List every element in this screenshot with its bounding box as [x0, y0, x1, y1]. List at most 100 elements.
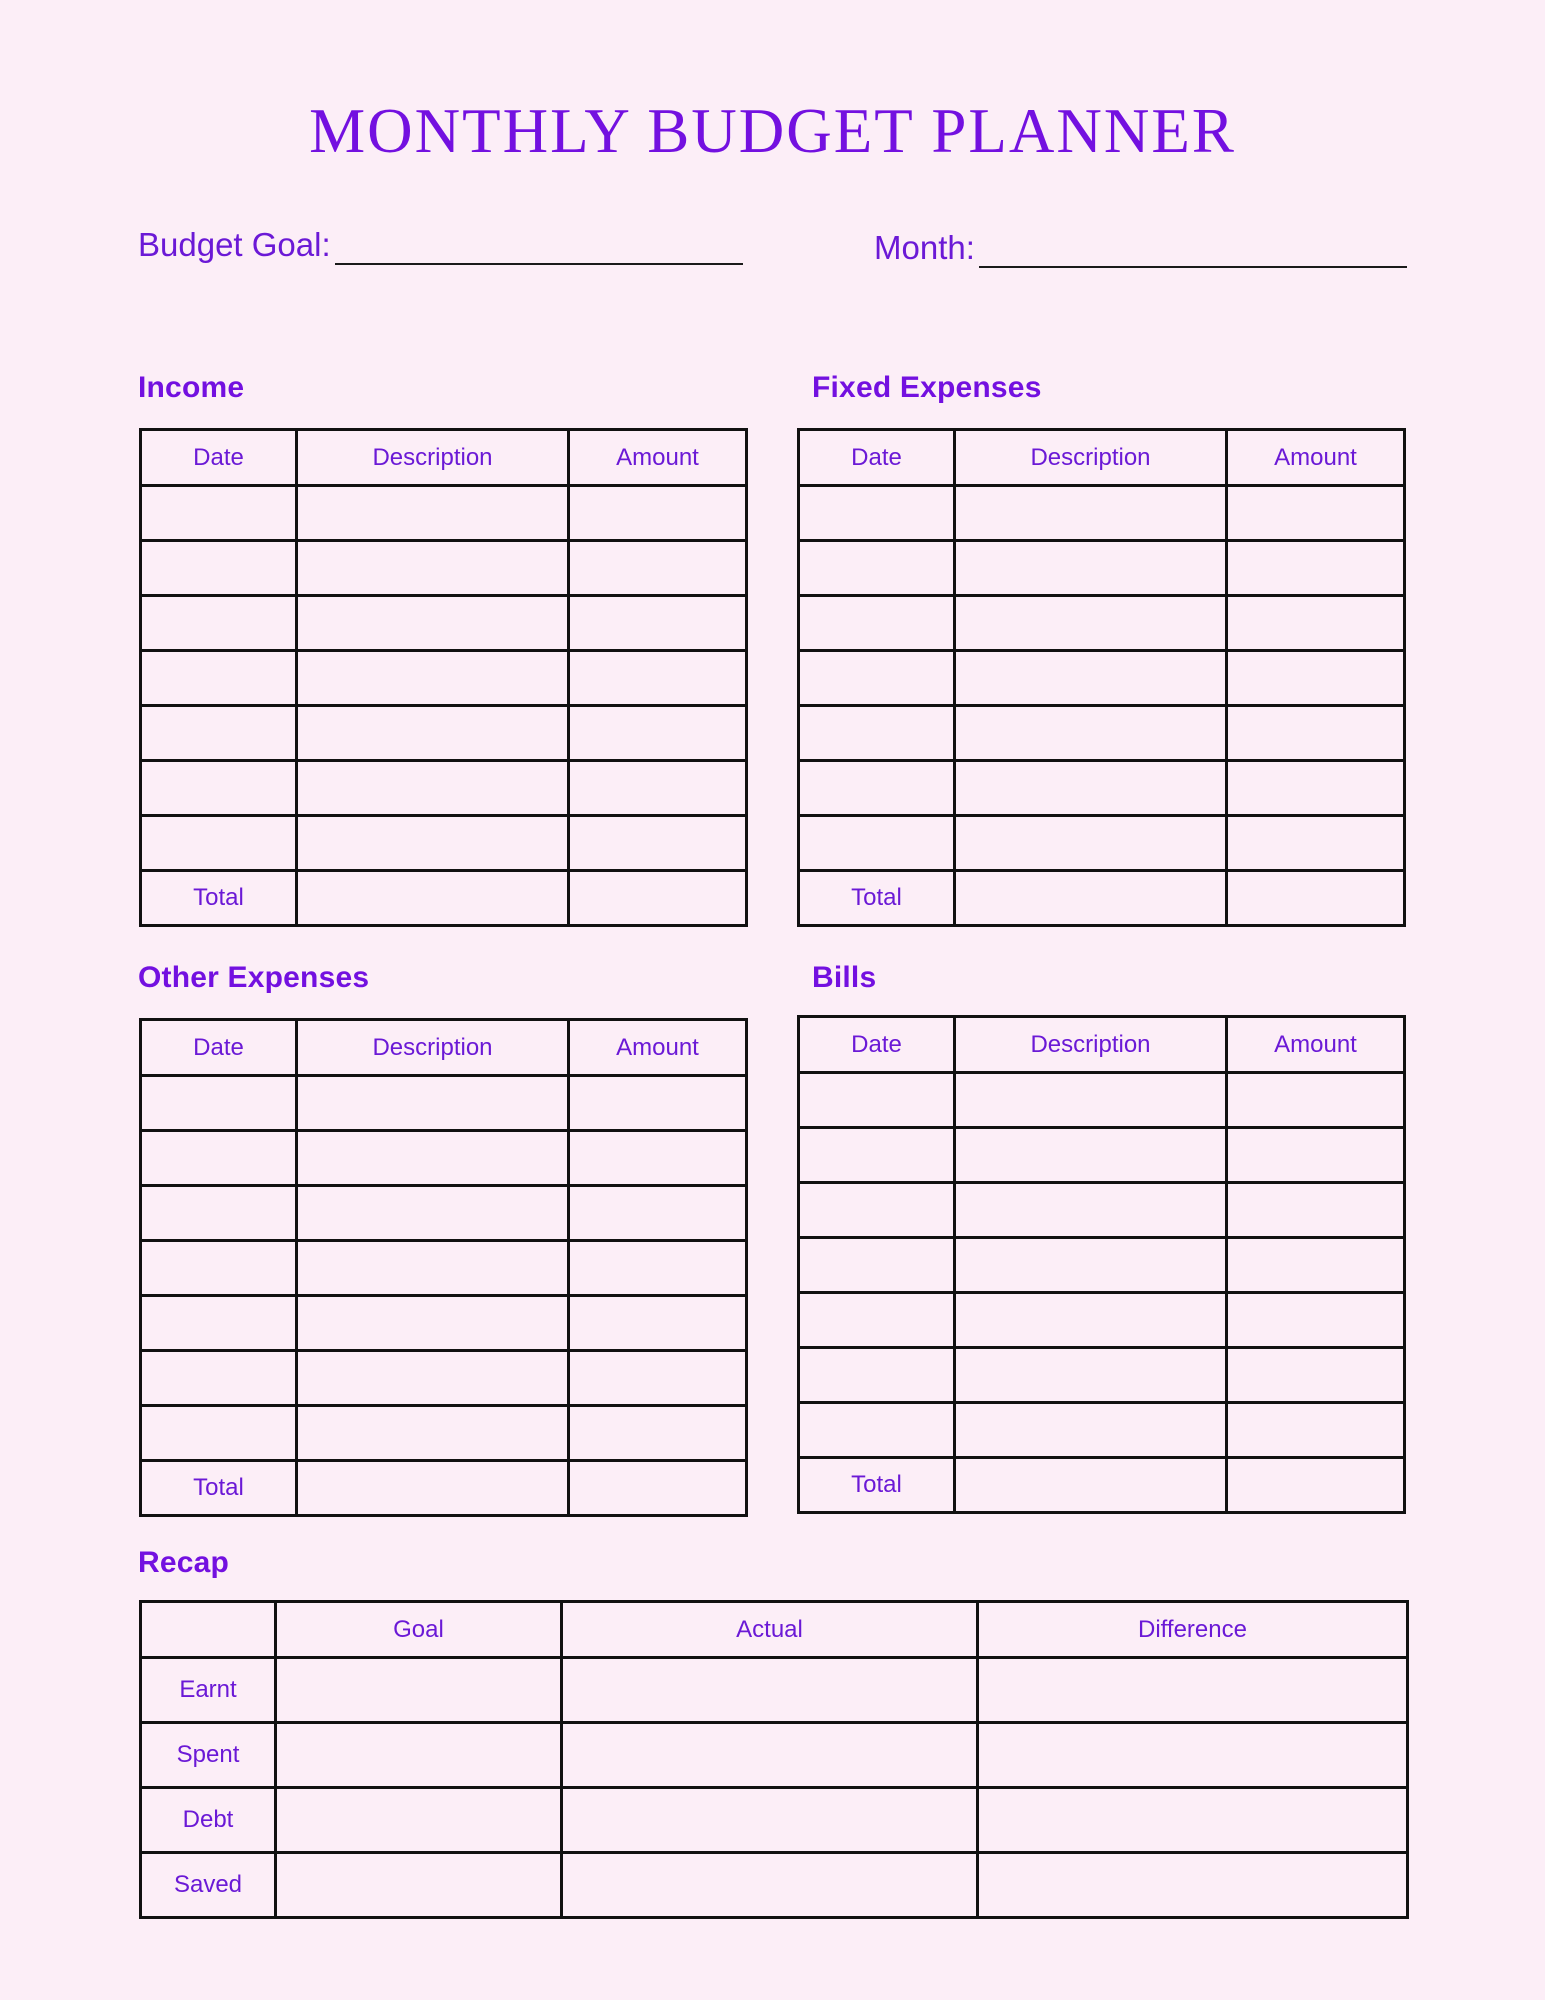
cell-income-amount-4[interactable] [567, 649, 748, 707]
cell-bills-total-description[interactable] [953, 1456, 1228, 1514]
recap-cell-saved-goal[interactable] [274, 1851, 563, 1919]
cell-bills-description-1[interactable] [953, 1071, 1228, 1129]
recap-cell-saved-difference[interactable] [976, 1851, 1409, 1919]
cell-fixed-expenses-description-3[interactable] [953, 594, 1228, 652]
cell-income-date-3[interactable] [139, 594, 298, 652]
cell-income-amount-6[interactable] [567, 759, 748, 817]
cell-fixed-expenses-amount-6[interactable] [1225, 759, 1406, 817]
cell-bills-date-7[interactable] [797, 1401, 956, 1459]
cell-other-expenses-amount-2[interactable] [567, 1129, 748, 1187]
recap-cell-spent-difference[interactable] [976, 1721, 1409, 1789]
cell-bills-amount-3[interactable] [1225, 1181, 1406, 1239]
cell-fixed-expenses-description-4[interactable] [953, 649, 1228, 707]
cell-income-description-1[interactable] [295, 484, 570, 542]
cell-income-amount-3[interactable] [567, 594, 748, 652]
cell-income-total-description[interactable] [295, 869, 570, 927]
cell-bills-date-5[interactable] [797, 1291, 956, 1349]
cell-other-expenses-date-7[interactable] [139, 1404, 298, 1462]
cell-other-expenses-date-1[interactable] [139, 1074, 298, 1132]
recap-cell-saved-actual[interactable] [560, 1851, 979, 1919]
cell-bills-description-7[interactable] [953, 1401, 1228, 1459]
cell-other-expenses-date-2[interactable] [139, 1129, 298, 1187]
cell-bills-description-4[interactable] [953, 1236, 1228, 1294]
cell-income-date-2[interactable] [139, 539, 298, 597]
cell-income-amount-2[interactable] [567, 539, 748, 597]
cell-income-date-4[interactable] [139, 649, 298, 707]
cell-fixed-expenses-description-7[interactable] [953, 814, 1228, 872]
recap-cell-earnt-goal[interactable] [274, 1656, 563, 1724]
cell-income-date-1[interactable] [139, 484, 298, 542]
cell-bills-amount-7[interactable] [1225, 1401, 1406, 1459]
cell-income-total-amount[interactable] [567, 869, 748, 927]
cell-fixed-expenses-date-5[interactable] [797, 704, 956, 762]
cell-bills-description-6[interactable] [953, 1346, 1228, 1404]
recap-cell-spent-goal[interactable] [274, 1721, 563, 1789]
cell-income-description-4[interactable] [295, 649, 570, 707]
cell-other-expenses-amount-7[interactable] [567, 1404, 748, 1462]
cell-income-amount-5[interactable] [567, 704, 748, 762]
cell-other-expenses-amount-5[interactable] [567, 1294, 748, 1352]
cell-fixed-expenses-date-7[interactable] [797, 814, 956, 872]
cell-income-description-3[interactable] [295, 594, 570, 652]
budget-goal-input-rule[interactable] [334, 263, 743, 265]
cell-fixed-expenses-amount-2[interactable] [1225, 539, 1406, 597]
cell-other-expenses-date-3[interactable] [139, 1184, 298, 1242]
budget-goal-field[interactable]: Budget Goal: [138, 228, 743, 265]
cell-other-expenses-description-5[interactable] [295, 1294, 570, 1352]
cell-income-description-2[interactable] [295, 539, 570, 597]
cell-bills-description-3[interactable] [953, 1181, 1228, 1239]
cell-other-expenses-amount-3[interactable] [567, 1184, 748, 1242]
recap-cell-debt-goal[interactable] [274, 1786, 563, 1854]
cell-other-expenses-date-5[interactable] [139, 1294, 298, 1352]
cell-fixed-expenses-date-1[interactable] [797, 484, 956, 542]
cell-other-expenses-amount-1[interactable] [567, 1074, 748, 1132]
cell-bills-description-2[interactable] [953, 1126, 1228, 1184]
cell-fixed-expenses-description-5[interactable] [953, 704, 1228, 762]
cell-income-amount-7[interactable] [567, 814, 748, 872]
cell-other-expenses-description-7[interactable] [295, 1404, 570, 1462]
cell-other-expenses-total-description[interactable] [295, 1459, 570, 1517]
recap-cell-debt-actual[interactable] [560, 1786, 979, 1854]
cell-fixed-expenses-date-6[interactable] [797, 759, 956, 817]
cell-other-expenses-description-3[interactable] [295, 1184, 570, 1242]
cell-bills-total-amount[interactable] [1225, 1456, 1406, 1514]
cell-fixed-expenses-description-1[interactable] [953, 484, 1228, 542]
cell-bills-amount-2[interactable] [1225, 1126, 1406, 1184]
cell-bills-amount-1[interactable] [1225, 1071, 1406, 1129]
cell-fixed-expenses-amount-5[interactable] [1225, 704, 1406, 762]
cell-income-date-6[interactable] [139, 759, 298, 817]
cell-bills-amount-4[interactable] [1225, 1236, 1406, 1294]
recap-cell-debt-difference[interactable] [976, 1786, 1409, 1854]
cell-other-expenses-total-amount[interactable] [567, 1459, 748, 1517]
cell-fixed-expenses-date-2[interactable] [797, 539, 956, 597]
month-field[interactable]: Month: [874, 231, 1407, 268]
recap-cell-earnt-difference[interactable] [976, 1656, 1409, 1724]
cell-other-expenses-amount-6[interactable] [567, 1349, 748, 1407]
cell-fixed-expenses-description-6[interactable] [953, 759, 1228, 817]
cell-income-amount-1[interactable] [567, 484, 748, 542]
cell-fixed-expenses-amount-7[interactable] [1225, 814, 1406, 872]
cell-income-description-6[interactable] [295, 759, 570, 817]
month-input-rule[interactable] [978, 266, 1407, 268]
cell-fixed-expenses-total-amount[interactable] [1225, 869, 1406, 927]
cell-bills-date-4[interactable] [797, 1236, 956, 1294]
cell-fixed-expenses-description-2[interactable] [953, 539, 1228, 597]
cell-fixed-expenses-amount-3[interactable] [1225, 594, 1406, 652]
cell-bills-description-5[interactable] [953, 1291, 1228, 1349]
cell-other-expenses-description-2[interactable] [295, 1129, 570, 1187]
cell-income-description-7[interactable] [295, 814, 570, 872]
cell-bills-date-2[interactable] [797, 1126, 956, 1184]
cell-fixed-expenses-amount-4[interactable] [1225, 649, 1406, 707]
cell-other-expenses-date-6[interactable] [139, 1349, 298, 1407]
cell-bills-date-3[interactable] [797, 1181, 956, 1239]
cell-bills-date-6[interactable] [797, 1346, 956, 1404]
cell-other-expenses-description-1[interactable] [295, 1074, 570, 1132]
cell-income-date-5[interactable] [139, 704, 298, 762]
cell-fixed-expenses-amount-1[interactable] [1225, 484, 1406, 542]
cell-other-expenses-description-4[interactable] [295, 1239, 570, 1297]
cell-fixed-expenses-total-description[interactable] [953, 869, 1228, 927]
cell-income-description-5[interactable] [295, 704, 570, 762]
recap-cell-spent-actual[interactable] [560, 1721, 979, 1789]
recap-cell-earnt-actual[interactable] [560, 1656, 979, 1724]
cell-other-expenses-date-4[interactable] [139, 1239, 298, 1297]
